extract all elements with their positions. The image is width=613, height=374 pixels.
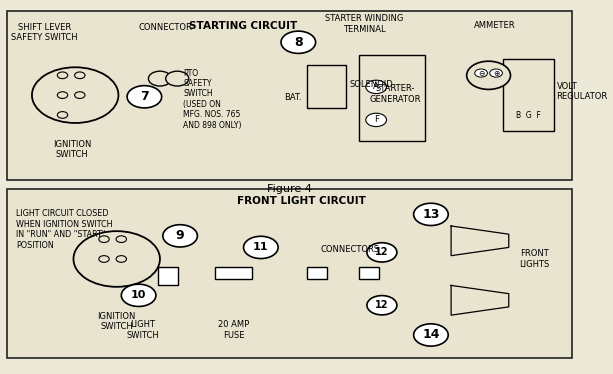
Text: 13: 13 xyxy=(422,208,440,221)
Circle shape xyxy=(116,256,126,262)
Circle shape xyxy=(127,86,162,108)
Text: 11: 11 xyxy=(253,242,268,252)
Bar xyxy=(307,267,327,279)
Circle shape xyxy=(99,236,109,242)
Circle shape xyxy=(281,31,316,53)
Circle shape xyxy=(414,203,448,226)
Circle shape xyxy=(243,236,278,258)
Text: ⊖: ⊖ xyxy=(478,68,484,77)
Text: LIGHT
SWITCH: LIGHT SWITCH xyxy=(126,320,159,340)
Text: A: A xyxy=(373,82,379,91)
Text: FRONT
LIGHTS: FRONT LIGHTS xyxy=(520,249,550,269)
Text: F: F xyxy=(374,116,379,125)
Circle shape xyxy=(121,284,156,306)
Circle shape xyxy=(148,71,172,86)
Circle shape xyxy=(74,231,160,287)
Text: 8: 8 xyxy=(294,36,303,49)
Text: IGNITION
SWITCH: IGNITION SWITCH xyxy=(53,140,91,159)
Text: 14: 14 xyxy=(422,328,440,341)
Text: IGNITION
SWITCH: IGNITION SWITCH xyxy=(97,312,136,331)
Bar xyxy=(307,65,346,108)
Circle shape xyxy=(75,92,85,98)
Text: 12: 12 xyxy=(375,300,389,310)
Bar xyxy=(359,267,379,279)
Polygon shape xyxy=(451,285,509,315)
Text: STARTER-
GENERATOR: STARTER- GENERATOR xyxy=(370,85,421,104)
Circle shape xyxy=(99,256,109,262)
Text: CONNECTOR: CONNECTOR xyxy=(139,23,192,32)
Circle shape xyxy=(490,69,503,77)
Text: VOLT
REGULATOR: VOLT REGULATOR xyxy=(557,82,608,101)
Circle shape xyxy=(366,113,387,126)
Text: STARTING CIRCUIT: STARTING CIRCUIT xyxy=(189,21,298,31)
Text: SHIFT LEVER
SAFETY SWITCH: SHIFT LEVER SAFETY SWITCH xyxy=(11,23,78,42)
Polygon shape xyxy=(451,226,509,256)
Text: STARTER WINDING
TERMINAL: STARTER WINDING TERMINAL xyxy=(326,14,404,34)
Circle shape xyxy=(163,225,197,247)
Circle shape xyxy=(166,71,189,86)
Text: PTO
SAFETY
SWITCH
(USED ON
MFG. NOS. 765
AND 898 ONLY): PTO SAFETY SWITCH (USED ON MFG. NOS. 765… xyxy=(183,69,242,130)
Text: 20 AMP
FUSE: 20 AMP FUSE xyxy=(218,320,249,340)
Text: LIGHT CIRCUIT CLOSED
WHEN IGNITION SWITCH
IN "RUN" AND "START"
POSITION: LIGHT CIRCUIT CLOSED WHEN IGNITION SWITC… xyxy=(16,209,112,249)
Text: 12: 12 xyxy=(375,247,389,257)
Bar xyxy=(503,59,554,132)
Circle shape xyxy=(367,295,397,315)
Circle shape xyxy=(414,324,448,346)
Text: FRONT LIGHT CIRCUIT: FRONT LIGHT CIRCUIT xyxy=(237,196,365,206)
Text: 7: 7 xyxy=(140,90,149,103)
Text: BAT.: BAT. xyxy=(284,93,302,102)
Circle shape xyxy=(57,72,67,79)
Bar xyxy=(7,11,572,180)
Text: CONNECTORS: CONNECTORS xyxy=(321,245,380,254)
Circle shape xyxy=(57,111,67,118)
Circle shape xyxy=(116,236,126,242)
Text: ⊕: ⊕ xyxy=(493,68,499,77)
Text: 10: 10 xyxy=(131,290,147,300)
Circle shape xyxy=(474,69,487,77)
Circle shape xyxy=(466,61,511,89)
Bar xyxy=(215,267,252,279)
Circle shape xyxy=(367,243,397,262)
Text: AMMETER: AMMETER xyxy=(473,21,515,30)
Circle shape xyxy=(32,67,118,123)
Circle shape xyxy=(366,80,387,94)
Text: 9: 9 xyxy=(176,229,185,242)
Bar xyxy=(158,267,178,285)
Bar xyxy=(7,189,572,358)
Text: Figure 4: Figure 4 xyxy=(267,184,312,194)
Text: SOLENOID: SOLENOID xyxy=(349,80,393,89)
Bar xyxy=(359,55,425,141)
Circle shape xyxy=(57,92,67,98)
Circle shape xyxy=(75,72,85,79)
Text: B  G  F: B G F xyxy=(516,111,541,120)
